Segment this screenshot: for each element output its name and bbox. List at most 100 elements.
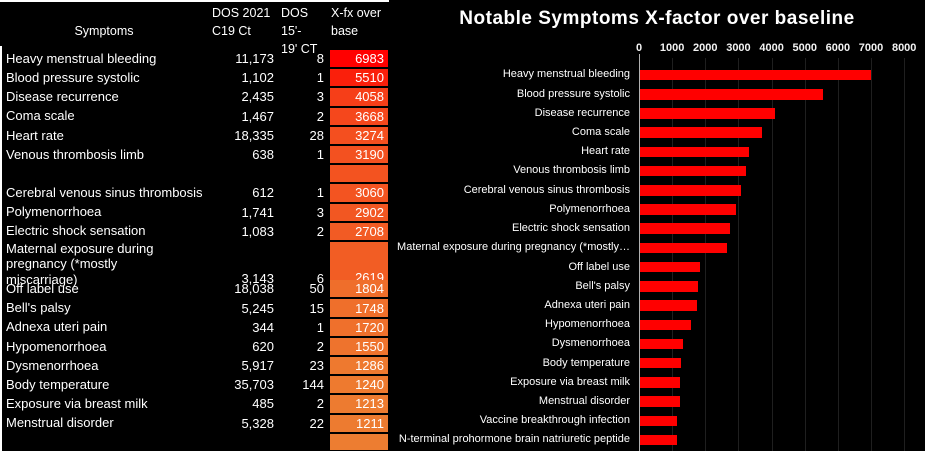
bar-row: N-terminal prohormone brain natriuretic …: [389, 430, 925, 449]
bar-category-label: Body temperature: [542, 356, 630, 369]
dos-1519-count: 1: [316, 70, 324, 86]
table-row: Body temperature 35,703 144 1240: [2, 375, 389, 394]
gridline: [705, 58, 707, 451]
bar: [640, 185, 742, 196]
bar-category-label: Venous thrombosis limb: [513, 164, 630, 177]
bar-chart: Notable Symptoms X-factor over baseline …: [389, 0, 925, 451]
bar: [640, 357, 682, 369]
dos-1519-count: 2: [316, 338, 324, 354]
table-top-border: [0, 0, 389, 2]
x-axis-tick-label: 2000: [693, 42, 718, 54]
table-row: Venous thrombosis limb 638 1 3190: [2, 145, 389, 164]
xfx-heat-cell: 3060: [330, 184, 388, 202]
bar-row: Exposure via breast milk: [389, 373, 925, 392]
dos-1519-count: 3: [316, 204, 324, 220]
bar-row: Hypomenorrhoea: [389, 315, 925, 334]
bar-row: Menstrual disorder: [389, 392, 925, 411]
dos-2021-c19-count: 485: [252, 396, 274, 412]
bar-category-label: Maternal exposure during pregnancy (*mos…: [397, 241, 630, 254]
table-left-border: [0, 46, 2, 451]
bar-row: Disease recurrence: [389, 104, 925, 123]
bar-row: Adnexa uteri pain: [389, 296, 925, 315]
bar: [640, 338, 683, 350]
gridline: [904, 58, 906, 451]
gridline: [837, 58, 839, 451]
bar-row: Off label use: [389, 258, 925, 277]
table-row: Dysmenorrhoea 5,917 23 1286: [2, 356, 389, 375]
table-row: Polymenorrhoea 1,741 3 2902: [2, 203, 389, 222]
bar-row: Vaccine breakthrough infection: [389, 411, 925, 430]
bar-row: Blood pressure systolic: [389, 85, 925, 104]
table-row-spacer: [2, 164, 389, 183]
gridline: [738, 58, 740, 451]
column-header-line: DOS 15'-: [281, 6, 309, 39]
x-axis: 0 1000 2000 3000 4000 5000 6000 7000 8000: [389, 42, 925, 57]
dos-1519-count: 2: [316, 108, 324, 124]
dos-2021-c19-count: 2,435: [241, 89, 274, 105]
xfx-heat-cell: 3274: [330, 126, 388, 144]
dos-1519-count: 6: [316, 270, 324, 286]
xfx-heat-cell: 1720: [330, 318, 388, 336]
dos-1519-count: 8: [316, 51, 324, 67]
symptom-label: Heavy menstrual bleeding: [6, 50, 157, 66]
x-axis-tick-label: 3000: [726, 42, 751, 54]
gridline: [672, 58, 674, 451]
xfx-heat-cell: 6983: [330, 50, 388, 68]
y-axis-line: [639, 54, 640, 451]
symptom-label: Maternal exposure during pregnancy (*mos…: [6, 240, 154, 288]
x-axis-tick-label: 8000: [891, 42, 917, 54]
gridline: [771, 58, 773, 451]
x-axis-tick-label: 1000: [659, 42, 685, 54]
dos-1519-count: 28: [309, 127, 324, 143]
bar: [640, 377, 681, 388]
bar-category-label: Heart rate: [581, 145, 630, 158]
bar-row: Maternal exposure during pregnancy (*mos…: [389, 238, 925, 257]
dos-1519-count: 22: [309, 415, 324, 431]
bar: [640, 281, 698, 292]
dos-2021-c19-count: 11,173: [235, 51, 274, 67]
dos-1519-count: 2: [316, 223, 324, 239]
bar: [640, 415, 677, 427]
dos-2021-c19-count: 1,083: [241, 223, 274, 239]
table-row: Heart rate 18,335 28 3274: [2, 126, 389, 145]
bar-category-label: Adnexa uteri pain: [544, 298, 630, 311]
bar-category-label: Blood pressure systolic: [516, 87, 630, 100]
bar-category-label: Hypomenorrhoea: [545, 318, 630, 331]
column-header-xfx-over-base: X-fx over base: [327, 4, 389, 58]
chart-title: Notable Symptoms X-factor over baseline: [459, 8, 855, 29]
bar-category-label: Disease recurrence: [534, 106, 630, 119]
dos-2021-c19-count: 1,741: [241, 204, 274, 220]
column-header-line: DOS 2021: [212, 6, 271, 20]
bar-category-label: Dysmenorrhoea: [551, 337, 630, 350]
bar: [640, 165, 746, 177]
symptom-label: Venous thrombosis limb: [6, 146, 145, 162]
xfx-heat-cell: 3668: [330, 107, 388, 125]
table-row: Coma scale 1,467 2 3668: [2, 107, 389, 126]
bar-category-label: Exposure via breast milk: [510, 375, 630, 388]
x-axis-tick-label: 6000: [825, 42, 851, 54]
symptom-label: Body temperature: [6, 377, 110, 392]
xfx-heat-cell: [330, 433, 388, 451]
dos-1519-count: 144: [302, 377, 324, 393]
bar-category-label: Cerebral venous sinus thrombosis: [463, 183, 630, 196]
bar: [640, 319, 692, 331]
xfx-heat-cell: 1240: [330, 376, 388, 394]
bar-row: Heart rate: [389, 142, 925, 161]
symptom-label: Off label use: [6, 281, 79, 297]
column-header-dos-1519-ct: DOS 15'- 19' CT: [277, 4, 327, 58]
bar: [640, 434, 678, 446]
bar-category-label: N-terminal prohormone brain natriuretic …: [398, 433, 630, 446]
xfx-heat-cell: 5510: [330, 69, 388, 87]
dos-2021-c19-count: 18,038: [234, 281, 274, 297]
dos-2021-c19-count: 344: [252, 319, 274, 335]
xfx-heat-cell: 1550: [330, 337, 388, 356]
symptom-label: Menstrual disorder: [6, 415, 114, 431]
bar-category-label: Menstrual disorder: [538, 394, 630, 407]
x-axis-tick-label: 4000: [759, 42, 784, 54]
bar: [640, 396, 681, 407]
column-header-symptoms: Symptoms: [74, 24, 134, 39]
bar-row: Dysmenorrhoea: [389, 334, 925, 353]
column-header-line: base: [331, 24, 359, 39]
table-body: Heavy menstrual bleeding 11,173 8 6983 Blood…: [2, 49, 389, 451]
bar: [640, 146, 749, 158]
